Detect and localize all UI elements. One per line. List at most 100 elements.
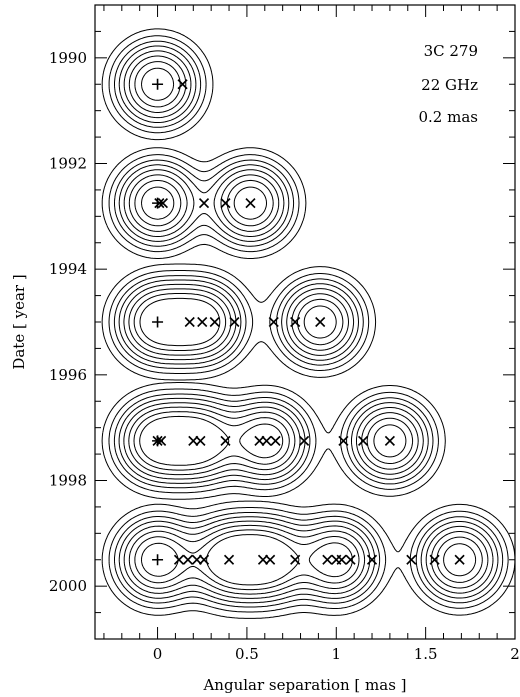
contour-line bbox=[108, 35, 207, 134]
contour-line bbox=[118, 164, 290, 242]
component-cross-marker bbox=[220, 435, 231, 446]
component-cross-marker bbox=[358, 435, 369, 446]
contour-group bbox=[101, 500, 516, 619]
contour-line bbox=[123, 402, 424, 480]
component-cross-marker bbox=[366, 554, 378, 565]
contour-line bbox=[128, 524, 489, 595]
plot-frame bbox=[94, 4, 516, 640]
component-cross-marker bbox=[154, 198, 165, 209]
component-cross-marker bbox=[261, 435, 272, 446]
contour-line bbox=[118, 397, 429, 484]
component-cross-marker bbox=[336, 554, 347, 565]
component-cross-marker bbox=[191, 554, 202, 565]
core-plus-marker bbox=[152, 554, 164, 566]
component-cross-marker bbox=[454, 554, 465, 565]
contour-line bbox=[108, 154, 300, 253]
component-cross-marker bbox=[197, 316, 208, 328]
component-cross-marker bbox=[157, 198, 168, 209]
contour-line bbox=[101, 263, 377, 381]
y-tick-label: 1998 bbox=[49, 472, 87, 490]
y-axis-label: Date [ year ] bbox=[10, 274, 28, 369]
contour-line bbox=[118, 45, 197, 123]
component-cross-marker bbox=[177, 79, 188, 90]
y-tick-label: 2000 bbox=[49, 577, 87, 595]
component-cross-marker bbox=[198, 554, 210, 565]
component-cross-marker bbox=[265, 554, 276, 565]
component-cross-marker bbox=[345, 554, 356, 565]
component-cross-marker bbox=[220, 198, 231, 209]
contour-line bbox=[128, 55, 187, 113]
contour-line bbox=[113, 275, 364, 369]
component-cross-marker bbox=[182, 554, 194, 565]
contour-line bbox=[128, 174, 280, 232]
contour-line bbox=[134, 179, 274, 227]
y-tick-label: 1996 bbox=[49, 366, 87, 384]
annotation-source: 3C 279 bbox=[424, 42, 478, 60]
y-tick-label: 1990 bbox=[49, 49, 87, 67]
contour-line bbox=[141, 534, 477, 586]
component-cross-marker bbox=[257, 554, 269, 565]
contour-line bbox=[128, 406, 419, 476]
contour-line bbox=[114, 512, 504, 608]
contour-group bbox=[101, 147, 307, 259]
core-plus-marker bbox=[152, 316, 164, 328]
contour-line bbox=[134, 61, 181, 108]
tick-label-layer: 0 0.5 1 1.5 2 1990 1992 1994 1996 1998 2000 bbox=[49, 49, 520, 663]
contour-line bbox=[101, 500, 516, 619]
annotation-beam: 0.2 mas bbox=[419, 108, 479, 126]
x-tick-label: 1 bbox=[332, 645, 342, 663]
contour-line bbox=[123, 283, 355, 361]
contour-line bbox=[123, 50, 192, 119]
component-cross-marker bbox=[290, 316, 301, 328]
core-plus-marker bbox=[152, 197, 164, 209]
contour-line bbox=[133, 293, 344, 351]
contour-line bbox=[114, 159, 295, 247]
component-cross-marker bbox=[406, 554, 417, 565]
contour-group bbox=[101, 263, 377, 381]
marker-layer bbox=[152, 78, 465, 566]
contour-line bbox=[134, 529, 483, 591]
contour-line bbox=[113, 393, 434, 489]
component-cross-marker bbox=[223, 554, 235, 565]
contour-line bbox=[101, 147, 307, 259]
component-cross-marker bbox=[245, 198, 256, 209]
component-cross-marker bbox=[270, 435, 281, 446]
contour-line bbox=[139, 415, 407, 466]
x-axis-label: Angular separation [ mas ] bbox=[202, 676, 406, 694]
y-tick-label: 1994 bbox=[49, 260, 87, 278]
component-cross-marker bbox=[184, 316, 195, 328]
component-cross-marker bbox=[188, 435, 199, 446]
component-cross-marker bbox=[254, 435, 265, 446]
component-cross-marker bbox=[299, 435, 310, 446]
x-tick-label: 1.5 bbox=[414, 645, 438, 663]
component-cross-marker bbox=[229, 316, 240, 328]
contour-line bbox=[101, 382, 446, 500]
component-cross-marker bbox=[322, 554, 333, 565]
component-cross-marker bbox=[152, 435, 163, 446]
component-cross-marker bbox=[338, 435, 349, 446]
component-cross-marker bbox=[315, 316, 326, 328]
component-cross-marker bbox=[195, 435, 206, 446]
contour-group bbox=[101, 382, 446, 500]
contour-line bbox=[133, 411, 414, 471]
x-tick-label: 0 bbox=[153, 645, 163, 663]
x-tick-label: 0.5 bbox=[235, 645, 259, 663]
contour-line bbox=[123, 169, 285, 237]
contour-line bbox=[108, 388, 439, 494]
component-cross-marker bbox=[198, 198, 210, 209]
contour-line bbox=[118, 279, 359, 365]
y-tick-label: 1992 bbox=[49, 155, 87, 173]
contour-line bbox=[108, 270, 370, 374]
component-cross-marker bbox=[290, 554, 301, 565]
contour-line bbox=[108, 507, 509, 613]
contour-line bbox=[114, 40, 202, 128]
contour-line bbox=[141, 186, 267, 220]
core-plus-marker bbox=[152, 78, 164, 90]
component-cross-marker bbox=[268, 316, 279, 328]
component-cross-marker bbox=[384, 435, 395, 446]
contour-line bbox=[128, 288, 349, 356]
component-cross-marker bbox=[156, 435, 167, 446]
contour-line bbox=[141, 67, 175, 101]
contour-layer bbox=[101, 28, 516, 619]
